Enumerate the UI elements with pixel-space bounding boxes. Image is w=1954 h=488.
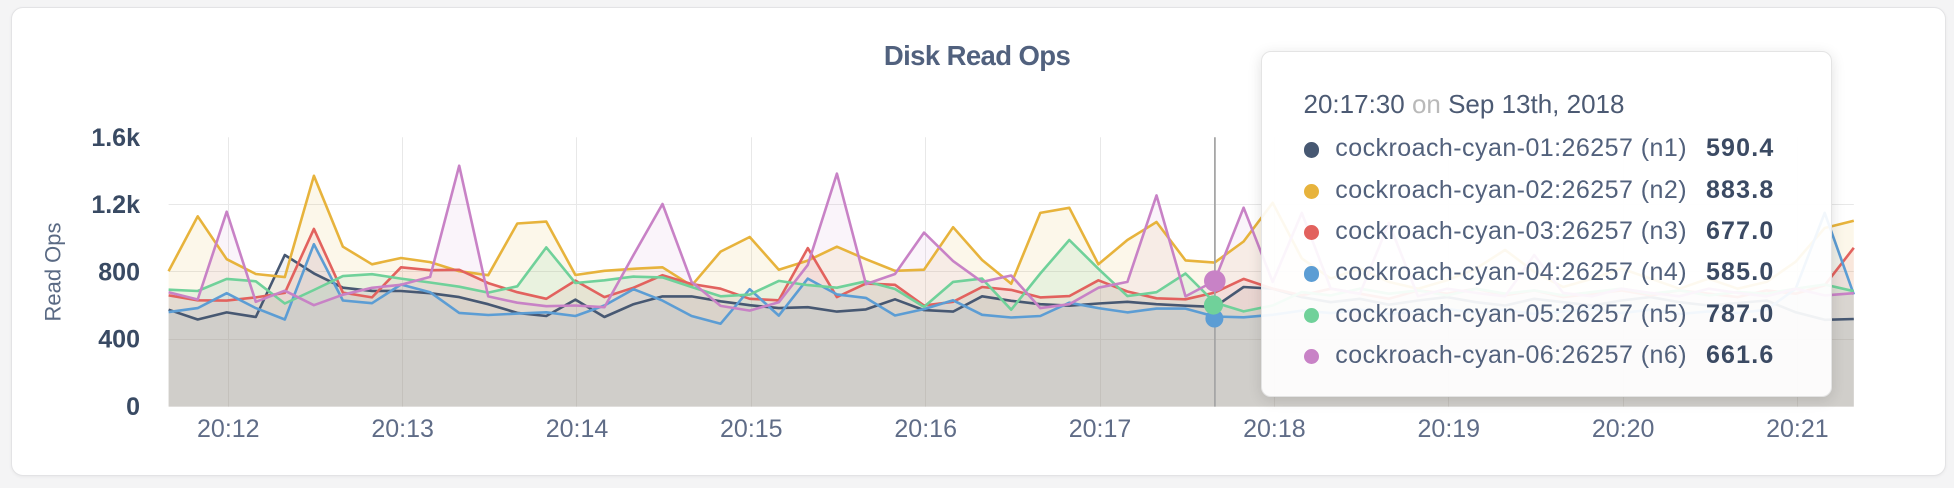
svg-text:20:13: 20:13 [371, 415, 434, 443]
svg-text:20:17: 20:17 [1069, 415, 1132, 443]
svg-text:20:18: 20:18 [1243, 415, 1306, 443]
svg-text:800: 800 [98, 258, 140, 286]
svg-text:20:19: 20:19 [1418, 415, 1481, 443]
svg-text:Read Ops: Read Ops [41, 222, 66, 321]
svg-text:20:14: 20:14 [546, 415, 609, 443]
svg-text:1.6k: 1.6k [91, 124, 140, 152]
svg-text:20:20: 20:20 [1592, 415, 1655, 443]
svg-text:20:12: 20:12 [197, 415, 260, 443]
svg-text:0: 0 [126, 393, 140, 421]
svg-text:1.2k: 1.2k [91, 191, 140, 219]
svg-text:400: 400 [98, 326, 140, 354]
svg-text:20:15: 20:15 [720, 415, 783, 443]
svg-text:20:16: 20:16 [894, 415, 957, 443]
svg-text:20:21: 20:21 [1766, 415, 1829, 443]
